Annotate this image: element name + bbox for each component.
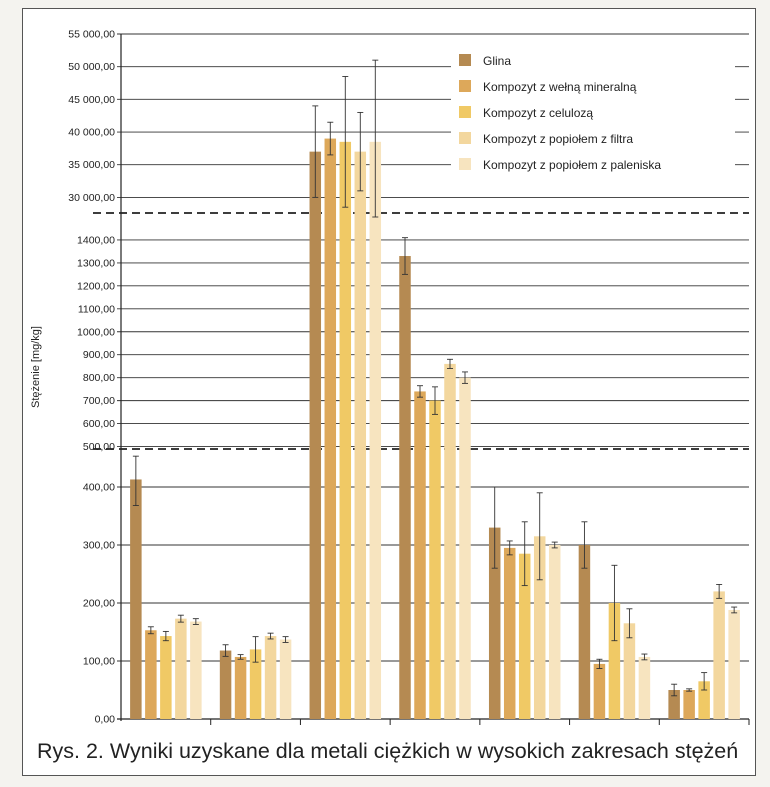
- bar: [608, 603, 621, 719]
- bar: [713, 591, 725, 719]
- bar: [488, 527, 501, 719]
- bar: [503, 547, 516, 719]
- chart-figure: 0,00 100,00 200,00 300,00 400,00 500,00 600,00…: [22, 8, 756, 776]
- bar: [369, 141, 382, 719]
- bar: [130, 479, 142, 719]
- bar: [339, 141, 352, 719]
- bar: [279, 639, 292, 719]
- legend-label: Kompozyt z celulozą: [483, 106, 593, 120]
- bar: [638, 656, 651, 719]
- bar: [593, 663, 606, 719]
- y-tick-label: 1400,00: [77, 234, 115, 246]
- bar: [728, 609, 740, 719]
- bar: [264, 636, 277, 719]
- y-tick-label: 45 000,00: [68, 94, 115, 106]
- y-axis-label: Stężenie [mg/kg]: [30, 326, 42, 408]
- bar: [623, 623, 636, 719]
- bar: [533, 536, 546, 719]
- legend-label: Kompozyt z wełną mineralną: [483, 80, 637, 94]
- y-tick-label: 400,00: [83, 482, 115, 494]
- bar: [683, 690, 695, 719]
- legend-swatch: [459, 54, 471, 66]
- y-tick-label: 1000,00: [77, 326, 115, 338]
- bar: [219, 650, 232, 719]
- bar: [459, 377, 471, 719]
- bar: [190, 621, 202, 719]
- bar: [234, 656, 247, 719]
- bar: [444, 363, 456, 719]
- y-tick-label: 40 000,00: [68, 127, 115, 139]
- legend-box: [451, 47, 735, 185]
- y-tick-label: 500,00: [83, 441, 115, 453]
- y-tick-label: 55 000,00: [68, 29, 115, 41]
- x-tick-label: Zn: [697, 728, 711, 729]
- y-tick-label: 600,00: [83, 418, 115, 430]
- y-tick-label: 0,00: [95, 714, 116, 726]
- y-tick-label: 50 000,00: [68, 61, 115, 73]
- y-tick-label: 1100,00: [78, 303, 115, 315]
- legend-label: Kompozyt z popiołem z filtra: [483, 132, 633, 146]
- bar: [548, 545, 561, 719]
- legend-label: Glina: [483, 54, 511, 68]
- bar: [668, 690, 680, 719]
- bar: [399, 256, 411, 719]
- bar: [698, 681, 710, 719]
- x-tick-label: Cu: [248, 728, 263, 729]
- x-tick-label: Mn: [427, 728, 444, 729]
- legend-label: Kompozyt z popiołem z paleniska: [483, 158, 661, 172]
- y-tick-label: 1300,00: [77, 257, 115, 269]
- bar: [175, 618, 187, 719]
- legend-swatch: [459, 80, 471, 92]
- y-tick-label: 800,00: [83, 372, 115, 384]
- x-tick-label: Cr: [160, 728, 173, 729]
- bar: [354, 151, 367, 720]
- x-tick-label: Sr: [608, 728, 620, 729]
- bar: [414, 391, 426, 719]
- legend-swatch: [459, 132, 471, 144]
- bar: [518, 553, 531, 719]
- y-tick-label: 900,00: [83, 349, 115, 361]
- x-tick-label: Ni: [519, 728, 530, 729]
- y-tick-label: 300,00: [83, 540, 115, 552]
- bar: [324, 138, 337, 720]
- bar-chart: 0,00 100,00 200,00 300,00 400,00 500,00 600,00…: [30, 29, 750, 729]
- bar: [145, 630, 157, 719]
- y-tick-label: 30 000,00: [68, 192, 115, 204]
- legend-swatch: [459, 106, 471, 118]
- bar: [309, 151, 322, 720]
- bar: [249, 649, 262, 719]
- y-tick-label: 100,00: [83, 656, 115, 668]
- x-tick-label: Fe: [338, 728, 352, 729]
- bar: [160, 636, 172, 719]
- figure-caption: Rys. 2. Wyniki uzyskane dla metali ciężk…: [37, 739, 739, 763]
- bar: [578, 545, 591, 719]
- legend-swatch: [459, 158, 471, 170]
- y-tick-label: 700,00: [83, 395, 115, 407]
- bar: [429, 400, 441, 719]
- y-tick-label: 200,00: [83, 598, 115, 610]
- y-tick-label: 1200,00: [77, 280, 115, 292]
- y-tick-label: 35 000,00: [68, 159, 115, 171]
